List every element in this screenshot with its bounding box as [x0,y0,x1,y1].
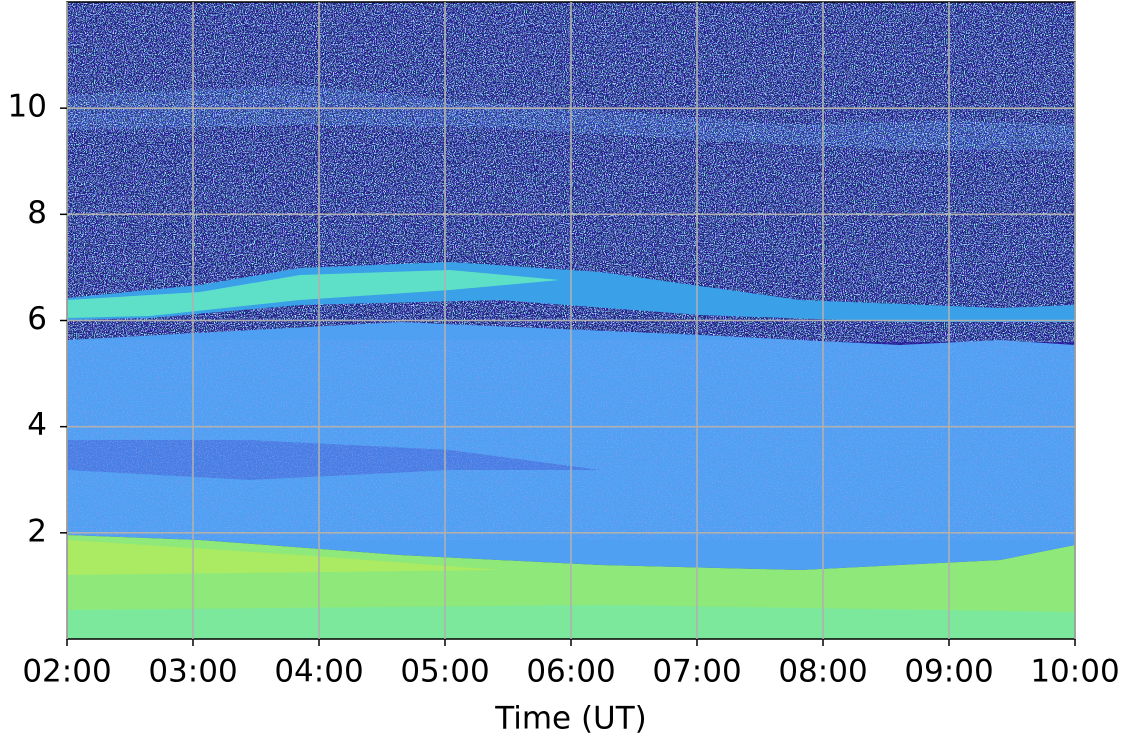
x-axis-label: Time (UT) [494,701,647,737]
x-tick-label: 10:00 [1030,654,1119,690]
x-tick-label: 06:00 [526,654,615,690]
x-tick-label: 08:00 [778,654,867,690]
y-tick-label: 4 [27,407,47,443]
heatmap-layer [67,540,500,575]
x-tick-label: 04:00 [274,654,363,690]
y-tick-label: 2 [27,513,47,549]
heatmap-layer [67,270,560,318]
x-tick-label: 03:00 [148,654,237,690]
y-tick-label: 10 [8,89,47,125]
x-tick-label: 02:00 [22,654,111,690]
x-tick-label: 05:00 [400,654,489,690]
y-tick-label: 6 [27,301,47,337]
x-tick-label: 09:00 [904,654,993,690]
x-tick-label: 07:00 [652,654,741,690]
y-tick-label: 8 [27,195,47,231]
